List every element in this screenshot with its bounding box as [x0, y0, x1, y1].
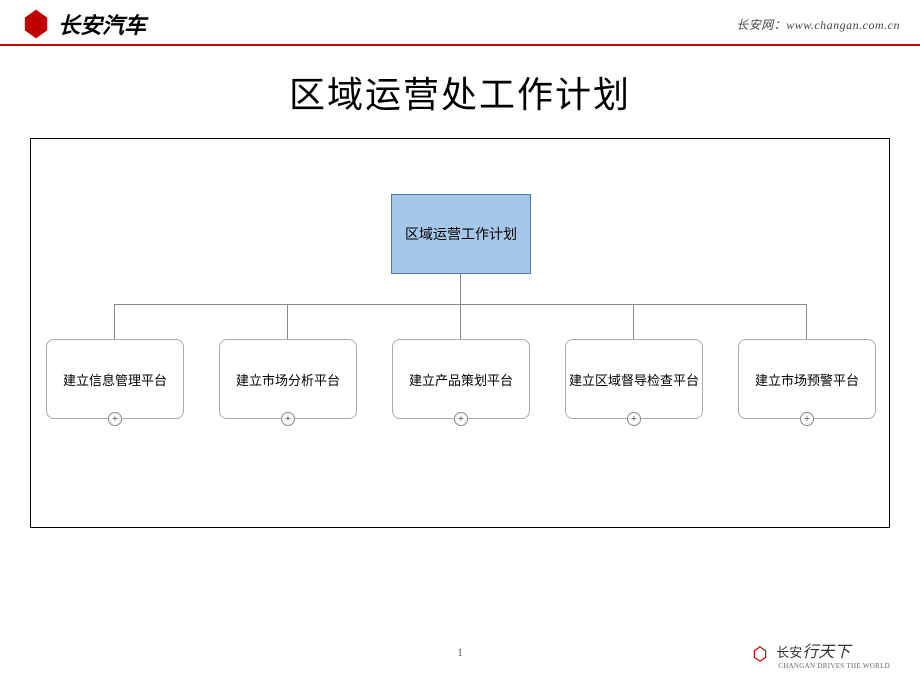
expand-icon[interactable]: +	[108, 412, 122, 426]
changan-logo-icon	[20, 8, 52, 40]
child-node: 建立市场分析平台	[219, 339, 357, 419]
connector-vline-child	[287, 304, 288, 339]
root-node: 区域运营工作计划	[391, 194, 531, 274]
child-node: 建立区域督导检查平台	[565, 339, 703, 419]
logo-area: 长安汽车	[20, 8, 146, 40]
connector-vline-child	[806, 304, 807, 339]
child-node-label: 建立市场预警平台	[755, 370, 859, 389]
connector-vline-child	[633, 304, 634, 339]
footer-text: 长安行天下 CHANGAN DRIVES THE WORLD	[776, 638, 890, 670]
page-title: 区域运营处工作计划	[0, 66, 920, 118]
child-node-label: 建立区域督导检查平台	[569, 370, 699, 389]
child-node: 建立信息管理平台	[46, 339, 184, 419]
header-url: 长安网：www.changan.com.cn	[736, 16, 900, 33]
child-node: 建立产品策划平台	[392, 339, 530, 419]
child-node-label: 建立信息管理平台	[63, 370, 167, 389]
footer-logo-icon	[752, 646, 768, 662]
expand-icon[interactable]: +	[281, 412, 295, 426]
expand-icon[interactable]: +	[627, 412, 641, 426]
connector-vline-child	[460, 304, 461, 339]
child-node-label: 建立市场分析平台	[236, 370, 340, 389]
root-node-label: 区域运营工作计划	[405, 224, 517, 244]
expand-icon[interactable]: +	[454, 412, 468, 426]
page-number: 1	[457, 645, 463, 660]
child-node: 建立市场预警平台	[738, 339, 876, 419]
header: 长安汽车 长安网：www.changan.com.cn	[0, 0, 920, 46]
child-node-label: 建立产品策划平台	[409, 370, 513, 389]
connector-vline-child	[114, 304, 115, 339]
footer-main: 长安	[776, 645, 802, 660]
footer-sub: CHANGAN DRIVES THE WORLD	[778, 662, 890, 670]
footer-script: 行天下	[802, 644, 850, 661]
expand-icon[interactable]: +	[800, 412, 814, 426]
brand-name: 长安汽车	[58, 8, 146, 40]
footer: 长安行天下 CHANGAN DRIVES THE WORLD	[752, 638, 890, 670]
connector-vline	[460, 274, 461, 304]
org-chart-container: 区域运营工作计划 建立信息管理平台 + 建立市场分析平台 + 建立产品策划平台 + 建立区域…	[30, 138, 890, 528]
